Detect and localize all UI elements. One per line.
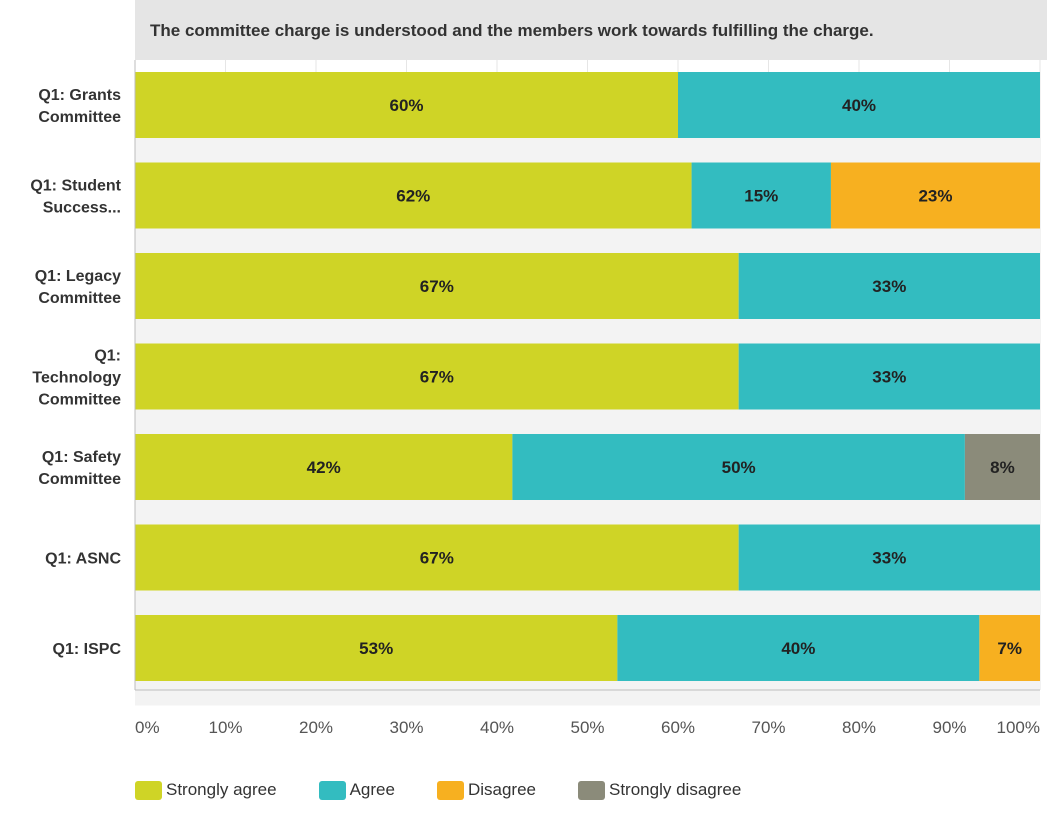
category-label: Q1: Safety Committee xyxy=(38,449,121,488)
bar-segment xyxy=(135,253,739,319)
legend-label: Disagree xyxy=(467,780,536,799)
category-label: Q1: Technology Committee xyxy=(32,348,121,409)
bar-segment xyxy=(135,72,678,138)
row-band xyxy=(135,138,1040,163)
data-label: 53% xyxy=(359,639,393,658)
data-label: 60% xyxy=(389,96,423,115)
data-label: 8% xyxy=(990,458,1015,477)
bar-segment xyxy=(964,434,1040,500)
bars: 60% 40% 62% 15% 23% 67% 33% 67% 33% 42% 50% 8% 67% 33… xyxy=(135,72,1040,681)
x-tick-label: 100% xyxy=(997,718,1040,737)
x-tick-label: 40% xyxy=(480,718,514,737)
data-label: 33% xyxy=(872,549,906,568)
title-background xyxy=(135,0,1047,60)
data-label: 7% xyxy=(997,639,1022,658)
category-label: Q1: Grants Committee xyxy=(38,87,121,126)
x-tick-label: 80% xyxy=(842,718,876,737)
category-labels: Q1: Grants Committee Q1: Student Success...… xyxy=(30,87,121,658)
data-label: 23% xyxy=(918,187,952,206)
legend-label: Strongly disagree xyxy=(609,780,742,799)
x-tick-label: 70% xyxy=(751,718,785,737)
x-tick-label: 90% xyxy=(932,718,966,737)
legend-item: Disagree xyxy=(436,780,536,800)
data-label: 33% xyxy=(872,368,906,387)
row-band xyxy=(135,500,1040,525)
legend-item: Strongly agree xyxy=(135,780,277,800)
legend-item: Agree xyxy=(318,780,395,800)
data-label: 67% xyxy=(420,277,454,296)
bar-segment xyxy=(617,615,980,681)
legend-swatch xyxy=(318,780,346,800)
bar-segment xyxy=(830,162,1040,229)
row-band xyxy=(135,409,1040,434)
row-band xyxy=(135,590,1040,615)
data-label: 67% xyxy=(420,549,454,568)
legend-swatch xyxy=(135,780,162,800)
bar-segment xyxy=(512,434,965,500)
data-label: 40% xyxy=(781,639,815,658)
bar-segment xyxy=(738,524,1040,591)
x-tick-label: 0% xyxy=(135,718,160,737)
x-axis-ticks: 0% 10% 20% 30% 40% 50% 60% 70% 80% 90% 100% xyxy=(135,718,1040,737)
category-label: Q1: Legacy Committee xyxy=(35,268,121,307)
data-label: 42% xyxy=(307,458,341,477)
data-label: 67% xyxy=(420,368,454,387)
bar-segment xyxy=(135,162,692,229)
bar-segment xyxy=(979,615,1040,681)
legend-label: Agree xyxy=(349,780,395,799)
bar-segment xyxy=(738,253,1040,319)
bar-segment xyxy=(135,615,618,681)
data-label: 15% xyxy=(744,187,778,206)
x-tick-label: 20% xyxy=(299,718,333,737)
bar-segment xyxy=(135,343,739,410)
category-label: Q1: ASNC xyxy=(45,551,121,568)
bar-segment xyxy=(135,434,513,500)
data-label: 50% xyxy=(722,458,756,477)
category-label: Q1: Student Success... xyxy=(30,178,121,217)
x-tick-label: 10% xyxy=(208,718,242,737)
bar-segment xyxy=(135,524,739,591)
legend: Strongly agree Agree Disagree Strongly disa… xyxy=(135,780,783,800)
bar-segment xyxy=(678,72,1040,138)
x-tick-label: 30% xyxy=(389,718,423,737)
row-band xyxy=(135,319,1040,344)
legend-label: Strongly agree xyxy=(166,780,277,799)
row-band xyxy=(135,681,1040,706)
bar-segment xyxy=(738,343,1040,410)
category-label: Q1: ISPC xyxy=(53,641,122,658)
row-band xyxy=(135,228,1040,253)
data-label: 62% xyxy=(396,187,430,206)
x-tick-label: 50% xyxy=(570,718,604,737)
row-bands xyxy=(135,138,1040,706)
chart-title: The committee charge is understood and t… xyxy=(150,21,874,40)
data-label: 40% xyxy=(842,96,876,115)
legend-swatch xyxy=(436,780,464,800)
legend-item: Strongly disagree xyxy=(578,780,741,800)
x-tick-label: 60% xyxy=(661,718,695,737)
legend-swatch xyxy=(578,780,605,800)
bar-segment xyxy=(691,162,831,229)
data-label: 33% xyxy=(872,277,906,296)
